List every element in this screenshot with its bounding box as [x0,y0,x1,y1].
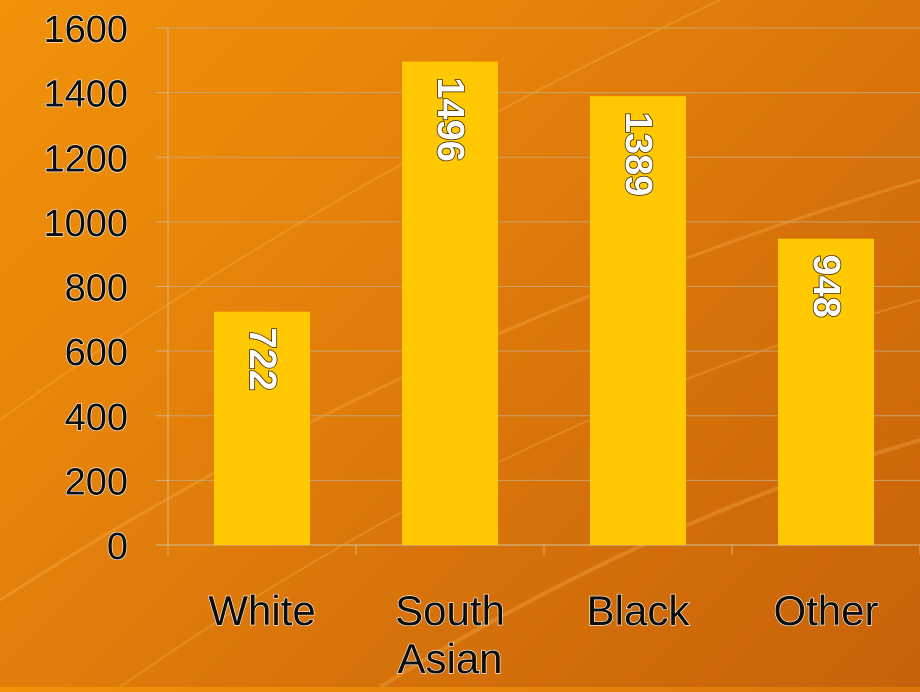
bar-value-label: 1389 [617,112,659,197]
background-swoosh [0,0,721,421]
y-tick-label: 0 [107,526,128,568]
x-tick-label: Other [773,587,878,634]
y-tick-label: 600 [65,332,128,374]
y-tick-label: 200 [65,461,128,503]
bar [402,61,498,545]
bar-value-label: 722 [241,328,283,391]
bars [214,61,874,546]
x-tick-label: White [208,587,315,634]
y-tick-label: 1400 [43,74,128,116]
bar [778,238,874,546]
y-tick-label: 1000 [43,203,128,245]
y-tick-label: 1600 [43,9,128,51]
x-tick-label: South Asian [395,587,505,682]
bar [590,96,686,545]
y-tick-label: 1200 [43,138,128,180]
y-tick-label: 800 [65,268,128,310]
y-tick-label: 400 [65,397,128,439]
bar-value-label: 1496 [429,77,471,162]
labels: 0 200 400 600 800 1000 1200 1400 1600 722 White 149… [43,8,879,682]
x-tick-label: Black [587,587,691,634]
bar-value-label: 948 [805,254,847,317]
bar [214,311,310,545]
